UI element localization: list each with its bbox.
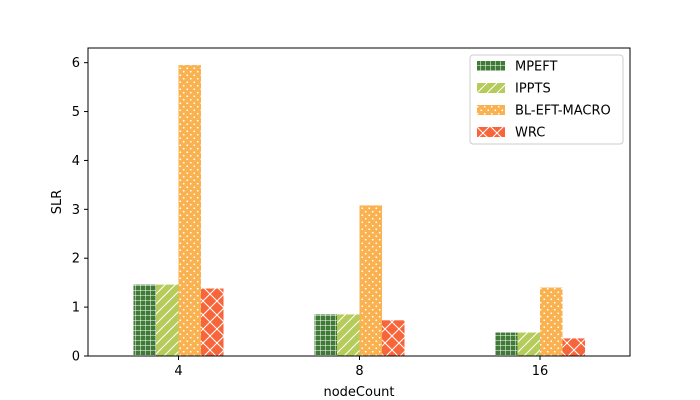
bar-wrc-4: [201, 288, 224, 356]
legend-label: IPPTS: [515, 82, 551, 97]
bar-wrc-8: [382, 320, 405, 356]
x-axis-label: nodeCount: [323, 385, 394, 400]
y-tick-label: 2: [72, 252, 80, 267]
bar-bl-eft-macro-4: [178, 65, 201, 356]
bar-mpeft-4: [133, 284, 156, 356]
bar-ippts-16: [517, 332, 540, 356]
y-tick-label: 6: [72, 56, 80, 71]
x-axis-ticks: 4 8 16: [174, 356, 548, 379]
bar-ippts-8: [337, 314, 360, 356]
y-axis-ticks: 0 1 2 3 4 5 6: [72, 56, 88, 365]
bar-mpeft-8: [314, 314, 337, 356]
legend: MPEFT IPPTS BL-EFT-MACRO WRC: [469, 54, 624, 145]
bars-group: [133, 65, 585, 356]
legend-label: BL-EFT-MACRO: [515, 104, 611, 119]
plot-frame: [87, 47, 631, 357]
legend-frame: [469, 54, 624, 145]
legend-label: WRC: [515, 126, 545, 141]
legend-swatch: [477, 61, 505, 71]
y-tick-label: 4: [72, 154, 80, 169]
legend-swatch: [477, 83, 505, 93]
y-tick-label: 3: [72, 203, 80, 218]
y-axis-label: SLR: [50, 190, 65, 215]
bar-ippts-4: [156, 284, 179, 356]
legend-swatch: [477, 105, 505, 115]
x-tick-label: 4: [174, 364, 182, 379]
legend-swatch: [477, 127, 505, 137]
bar-mpeft-16: [495, 332, 518, 356]
y-tick-label: 1: [72, 301, 80, 316]
x-tick-label: 16: [532, 364, 549, 379]
bar-bl-eft-macro-16: [540, 287, 563, 356]
legend-label: MPEFT: [515, 60, 558, 75]
x-tick-label: 8: [355, 364, 363, 379]
bar-bl-eft-macro-8: [359, 205, 382, 356]
y-tick-label: 0: [72, 350, 80, 365]
bar-wrc-16: [562, 338, 585, 356]
y-tick-label: 5: [72, 105, 80, 120]
